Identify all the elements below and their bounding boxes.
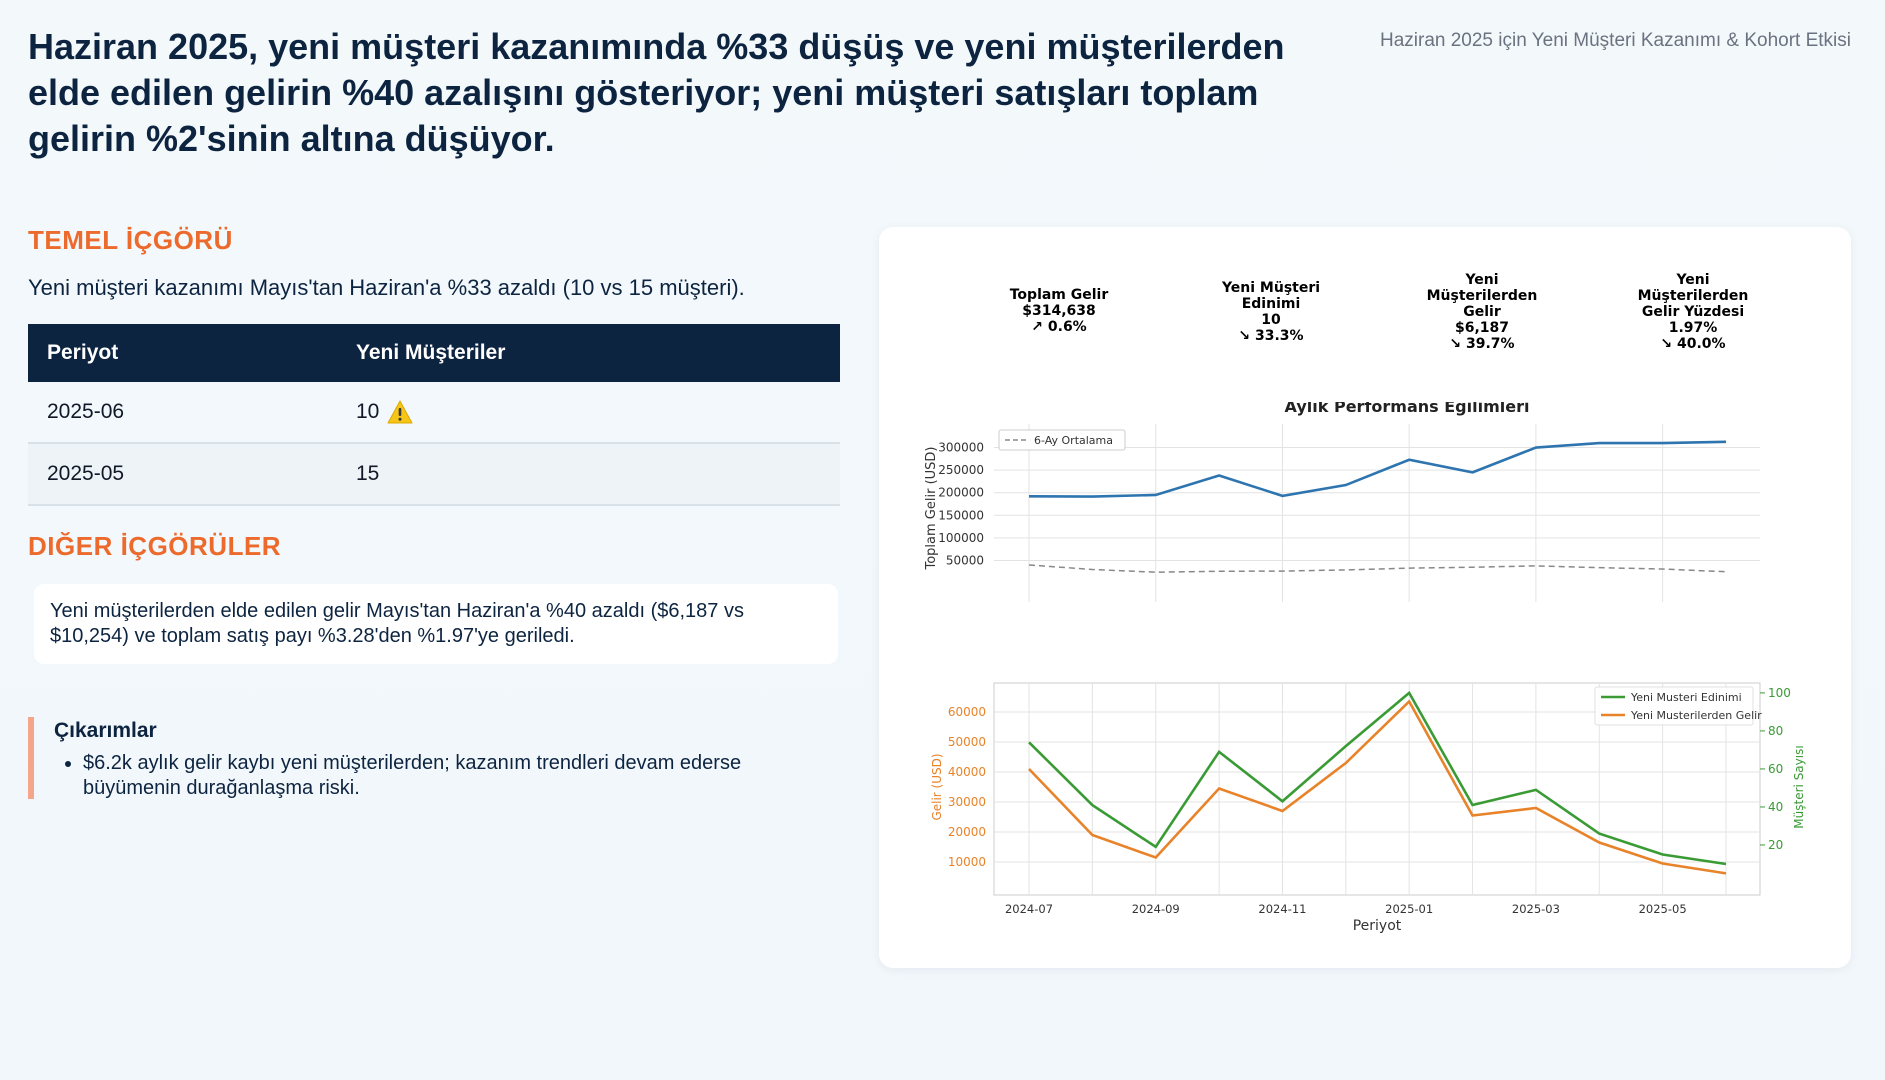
y-tick-label: 50000 xyxy=(946,553,984,567)
kpi-line: ↘ 39.7% xyxy=(1449,336,1515,352)
page-subtitle: Haziran 2025 için Yeni Müşteri Kazanımı … xyxy=(1379,30,1851,51)
kpi-line: Edinimi xyxy=(1241,296,1301,312)
takeaways-title: Çıkarımlar xyxy=(54,719,157,742)
kpi-new-customer-acquisition: Yeni Müşteri Edinimi 10 ↘ 33.3% xyxy=(1171,280,1371,344)
kpi-line: ↘ 40.0% xyxy=(1660,336,1726,352)
table-row: 2025-05 15 xyxy=(28,444,840,506)
y-right-tick-label: 40 xyxy=(1768,800,1783,814)
table-cell-period: 2025-06 xyxy=(47,400,125,423)
y-left-tick-label: 30000 xyxy=(948,795,986,809)
kpi-line: Yeni xyxy=(1676,272,1710,288)
y-tick-label: 200000 xyxy=(938,486,984,500)
y-tick-label: 150000 xyxy=(938,508,984,522)
x-tick-label: 2024-07 xyxy=(1005,902,1053,916)
chart-title: Aylık Performans Eğilimleri xyxy=(1285,402,1530,416)
y-left-tick-label: 50000 xyxy=(948,735,986,749)
y-right-axis-label: Müşteri Sayısı xyxy=(1792,745,1806,828)
key-insight-heading: TEMEL İÇGÖRÜ xyxy=(28,225,233,255)
legend-box xyxy=(1594,686,1754,726)
other-insights-text: Yeni müşterilerden elde edilen gelir May… xyxy=(50,600,744,647)
kpi-line: Yeni Müşteri xyxy=(1221,280,1321,296)
y-left-tick-label: 60000 xyxy=(948,705,986,719)
column-header-new-customers: Yeni Müşteriler xyxy=(356,341,506,364)
column-header-period: Periyot xyxy=(47,341,119,364)
kpi-line: 1.97% xyxy=(1668,320,1718,336)
table-cell-value-text: 10 xyxy=(356,400,380,423)
table-cell-value: 10 xyxy=(337,400,840,424)
new-customer-acquisition-line xyxy=(1028,690,1727,866)
warning-icon xyxy=(387,400,413,424)
revenue-trend-chart: Aylık Performans Eğilimleri 50000 100000 15… xyxy=(924,402,1760,602)
six-month-average-line xyxy=(1028,564,1727,573)
x-axis-label: Periyot xyxy=(1353,918,1402,934)
x-tick-label: 2025-03 xyxy=(1512,902,1560,916)
kpi-new-customer-revenue: Yeni Müşterilerden Gelir $6,187 ↘ 39.7% xyxy=(1382,272,1582,352)
new-customer-chart: 2024-07 2024-09 2024-11 2025-01 2025-03 2025-… xyxy=(930,682,1806,934)
kpi-line: ↗ 0.6% xyxy=(1031,319,1087,335)
y-right-tick-label: 100 xyxy=(1768,686,1791,700)
kpi-line: 10 xyxy=(1261,312,1281,328)
y-tick-label: 100000 xyxy=(938,531,984,545)
takeaways-list: $6.2k aylık gelir kaybı yeni müşterilerd… xyxy=(54,751,840,801)
other-insights-box: Yeni müşterilerden elde edilen gelir May… xyxy=(34,584,838,664)
kpi-total-revenue: Toplam Gelir $314,638 ↗ 0.6% xyxy=(959,287,1159,335)
kpi-line: $6,187 xyxy=(1454,320,1510,336)
kpi-line: Müşterilerden xyxy=(1426,288,1538,304)
y-right-tick-label: 20 xyxy=(1768,838,1783,852)
y-right-tick-label: 80 xyxy=(1768,724,1783,738)
x-tick-label: 2025-01 xyxy=(1385,902,1433,916)
table-cell-period: 2025-05 xyxy=(47,462,125,485)
kpi-new-customer-revenue-share: Yeni Müşterilerden Gelir Yüzdesi 1.97% ↘ 40.… xyxy=(1593,272,1793,352)
total-revenue-line xyxy=(1028,440,1727,498)
kpi-line: Gelir Yüzdesi xyxy=(1641,304,1745,320)
legend-label-average: 6-Ay Ortalama xyxy=(1034,434,1113,447)
table-row: 2025-06 10 xyxy=(28,382,840,444)
y-left-axis-label: Gelir (USD) xyxy=(930,753,944,820)
kpi-line: Yeni xyxy=(1465,272,1499,288)
y-tick-label: 300000 xyxy=(938,441,984,455)
kpi-line: Gelir xyxy=(1463,304,1501,320)
y-right-tick-label: 60 xyxy=(1768,762,1783,776)
table-cell-value: 15 xyxy=(356,462,380,485)
takeaways-box: Çıkarımlar $6.2k aylık gelir kaybı yeni … xyxy=(28,717,840,799)
x-tick-label: 2025-05 xyxy=(1639,902,1687,916)
legend-label-revenue: Yeni Musterilerden Gelir xyxy=(1630,709,1762,722)
y-left-tick-label: 40000 xyxy=(948,765,986,779)
kpi-line: Toplam Gelir xyxy=(1009,287,1109,303)
new-customer-revenue-line xyxy=(1028,699,1727,875)
x-tick-label: 2024-09 xyxy=(1132,902,1180,916)
new-customers-table: Periyot Yeni Müşteriler 2025-06 10 2025-… xyxy=(28,324,840,506)
legend-box xyxy=(998,429,1126,451)
table-header: Periyot Yeni Müşteriler xyxy=(28,324,840,382)
x-tick-label: 2024-11 xyxy=(1258,902,1306,916)
y-left-tick-label: 20000 xyxy=(948,825,986,839)
y-left-tick-label: 10000 xyxy=(948,855,986,869)
y-tick-label: 250000 xyxy=(938,463,984,477)
y-axis-label: Toplam Gelir (USD) xyxy=(924,446,939,570)
chart-card: Toplam Gelir $314,638 ↗ 0.6% Yeni Müşteri E… xyxy=(879,227,1851,968)
kpi-line: ↘ 33.3% xyxy=(1238,328,1304,344)
legend-label-acquisition: Yeni Musteri Edinimi xyxy=(1630,691,1742,704)
plot-frame xyxy=(993,682,1761,896)
takeaway-item: $6.2k aylık gelir kaybı yeni müşterilerd… xyxy=(83,751,840,801)
kpi-line: Müşterilerden xyxy=(1637,288,1749,304)
kpi-line: $314,638 xyxy=(1022,303,1096,319)
plot-area: 50000 100000 150000 200000 250000 300000Topla… xyxy=(924,424,1760,602)
other-insights-heading: DIĞER İÇGÖRÜLER xyxy=(28,531,282,561)
headline: Haziran 2025, yeni müşteri kazanımında %… xyxy=(28,26,1285,159)
key-insight-text: Yeni müşteri kazanımı Mayıs'tan Haziran'… xyxy=(28,275,745,300)
